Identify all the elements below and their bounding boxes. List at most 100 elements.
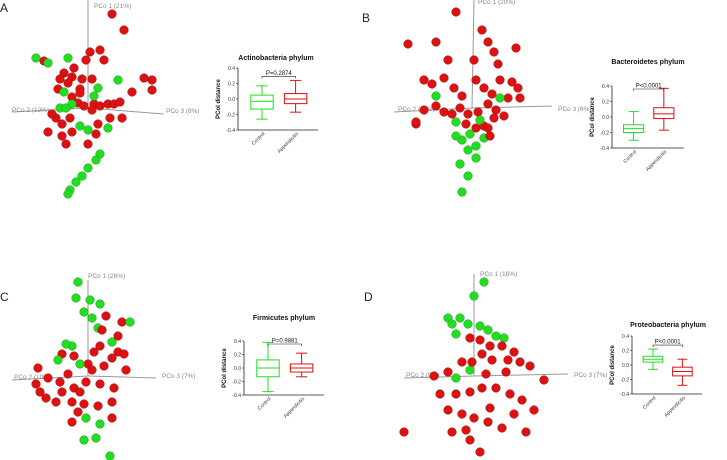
appendicitis-point bbox=[479, 83, 489, 93]
appendicitis-point bbox=[481, 369, 491, 379]
control-point bbox=[471, 141, 481, 151]
y-tick-label: 0.0 bbox=[228, 97, 235, 103]
pco2-label: PCo 2 (9%) bbox=[406, 372, 440, 379]
appendicitis-point bbox=[483, 417, 493, 427]
appendicitis-point bbox=[79, 101, 89, 111]
control-box bbox=[623, 111, 645, 141]
appendicitis-point bbox=[75, 88, 85, 98]
control-point bbox=[465, 129, 475, 139]
appendicitis-point bbox=[95, 341, 105, 351]
y-tick-label: 0.2 bbox=[228, 81, 235, 87]
control-box bbox=[642, 348, 664, 370]
appendicitis-point bbox=[451, 389, 461, 399]
appendicitis-point bbox=[95, 101, 105, 111]
boxplot: Firmicutes phylum 0.4 0.2 0.0 -0.2 -0.4 PCoI d… bbox=[222, 315, 324, 419]
control-point bbox=[91, 433, 101, 443]
pco3-label: PCo 3 (7%) bbox=[162, 373, 196, 380]
control-point bbox=[475, 321, 485, 331]
control-point bbox=[83, 163, 93, 173]
appendicitis-box bbox=[672, 358, 693, 386]
appendicitis-point bbox=[119, 25, 129, 35]
appendicitis-point bbox=[495, 75, 505, 85]
control-point bbox=[125, 317, 135, 327]
appendicitis-point bbox=[455, 103, 465, 113]
panel-label: A bbox=[0, 1, 8, 15]
control-point bbox=[463, 171, 473, 181]
appendicitis-point bbox=[107, 353, 117, 363]
x-category-label: Appendicitis bbox=[283, 396, 307, 420]
control-point bbox=[483, 325, 493, 335]
appendicitis-point bbox=[67, 127, 77, 137]
pcoa-scatter bbox=[31, 277, 135, 460]
x-category-label: Control bbox=[642, 395, 658, 411]
appendicitis-point bbox=[469, 413, 479, 423]
appendicitis-point bbox=[127, 87, 137, 97]
appendicitis-point bbox=[61, 139, 71, 149]
panel-c: C PCo 1 (26%) PCo 2 (10%) PCo 3 (7%) Firmicu… bbox=[0, 273, 324, 460]
appendicitis-point bbox=[431, 101, 441, 111]
y-tick-label: -0.2 bbox=[600, 130, 609, 136]
appendicitis-point bbox=[487, 89, 497, 99]
control-box bbox=[256, 341, 280, 393]
appendicitis-point bbox=[529, 405, 539, 415]
appendicitis-point bbox=[483, 37, 493, 47]
y-tick-label: 0.4 bbox=[228, 66, 235, 72]
boxplot-title: Bacteroidetes phylum bbox=[611, 59, 684, 66]
appendicitis-point bbox=[499, 111, 509, 121]
appendicitis-point bbox=[93, 119, 103, 129]
appendicitis-point bbox=[475, 447, 485, 457]
y-tick-label: 0.0 bbox=[622, 363, 629, 369]
appendicitis-point bbox=[439, 73, 449, 83]
control-point bbox=[59, 87, 69, 97]
appendicitis-point bbox=[119, 349, 129, 359]
pcoa-scatter bbox=[399, 277, 549, 457]
box-iqr bbox=[250, 94, 274, 110]
appendicitis-point bbox=[93, 401, 103, 411]
appendicitis-point bbox=[465, 435, 475, 445]
control-point bbox=[431, 91, 441, 101]
appendicitis-point bbox=[87, 365, 97, 375]
p-value: P<0.0001 bbox=[636, 84, 663, 90]
control-point bbox=[85, 295, 95, 305]
appendicitis-point bbox=[147, 85, 157, 95]
appendicitis-point bbox=[63, 369, 73, 379]
appendicitis-point bbox=[443, 405, 453, 415]
appendicitis-point bbox=[467, 357, 477, 367]
appendicitis-point bbox=[63, 78, 73, 88]
appendicitis-point bbox=[115, 97, 125, 107]
appendicitis-point bbox=[485, 403, 495, 413]
y-tick-label: 0.4 bbox=[622, 334, 629, 340]
appendicitis-point bbox=[493, 59, 503, 69]
control-point bbox=[73, 277, 83, 287]
x-category-label: Appendicitis bbox=[664, 395, 688, 419]
control-point bbox=[455, 313, 465, 323]
appendicitis-point bbox=[117, 317, 127, 327]
panel-label: C bbox=[0, 290, 9, 304]
appendicitis-point bbox=[65, 113, 75, 123]
control-point bbox=[463, 319, 473, 329]
appendicitis-point bbox=[99, 361, 109, 371]
appendicitis-point bbox=[419, 75, 429, 85]
control-point bbox=[53, 355, 63, 365]
appendicitis-point bbox=[477, 383, 487, 393]
pco2-label: PCo 2 (12%) bbox=[12, 107, 49, 114]
appendicitis-point bbox=[399, 427, 409, 437]
appendicitis-point bbox=[525, 361, 535, 371]
appendicitis-point bbox=[487, 355, 497, 365]
appendicitis-point bbox=[57, 119, 67, 129]
appendicitis-point bbox=[89, 347, 99, 357]
control-point bbox=[457, 187, 467, 197]
boxplot-title: Firmicutes phylum bbox=[253, 315, 315, 322]
control-point bbox=[495, 93, 505, 103]
y-tick-label: 0.2 bbox=[622, 348, 629, 354]
control-point bbox=[113, 75, 123, 85]
control-point bbox=[451, 329, 461, 339]
pco3-axis-line bbox=[87, 375, 157, 379]
control-box bbox=[250, 85, 274, 120]
control-point bbox=[455, 159, 465, 169]
appendicitis-point bbox=[99, 55, 109, 65]
pco2-axis-line bbox=[403, 375, 475, 379]
appendicitis-point bbox=[67, 417, 77, 427]
control-point bbox=[475, 115, 485, 125]
appendicitis-point bbox=[503, 93, 513, 103]
